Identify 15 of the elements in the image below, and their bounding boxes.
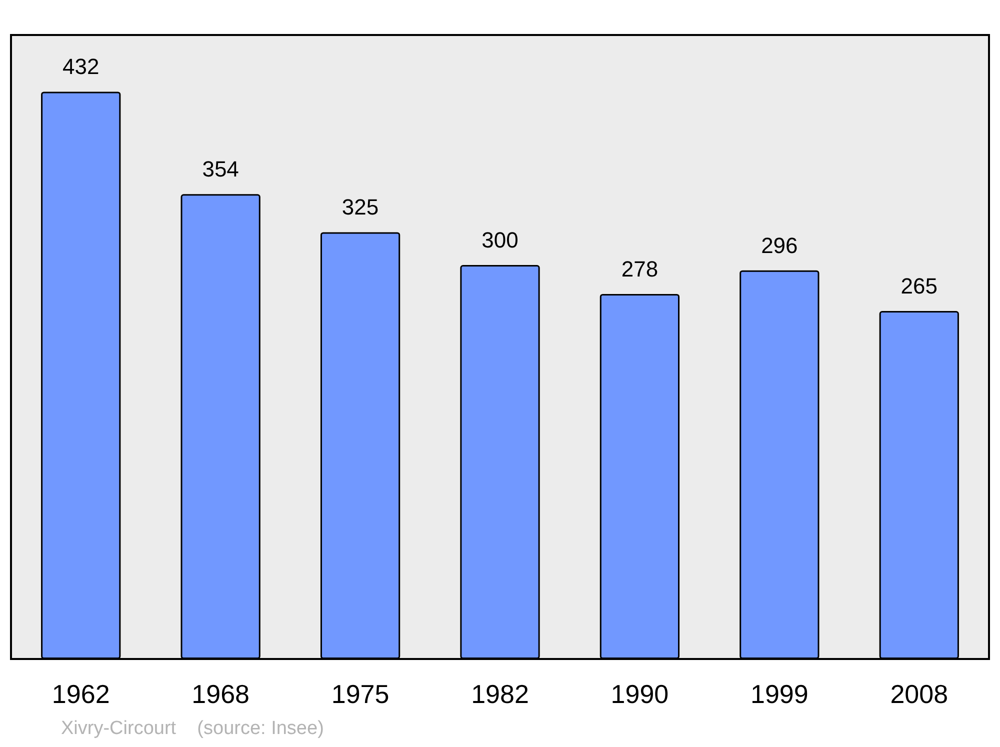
data-label: 432 [62,54,100,80]
data-label: 300 [482,228,518,253]
x-tick-label: 1962 [52,679,110,709]
data-label: 325 [342,194,379,220]
x-tick-label: 1999 [750,679,808,709]
data-label: 354 [202,156,239,182]
x-tick-label: 1968 [192,679,250,709]
data-label: 296 [761,232,798,258]
x-tick-label: 1990 [610,679,669,709]
data-label: 278 [621,256,658,282]
x-tick-label: 1982 [471,679,529,709]
text: Xivry-Circourt (source: Insee) [61,718,324,739]
x-tick-label: 1975 [331,679,390,709]
data-label: 265 [900,274,938,299]
x-tick-label: 2008 [890,679,948,709]
